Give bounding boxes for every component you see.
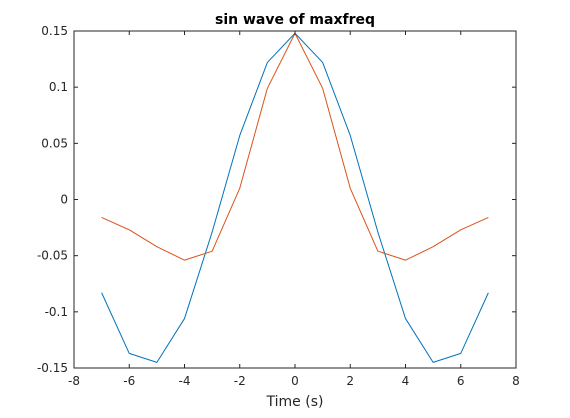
y-tick-label: 0.15 [41, 24, 68, 38]
x-axis-label: Time (s) [266, 394, 324, 410]
x-tick-label: 6 [457, 374, 465, 388]
y-tick-label: -0.1 [45, 305, 68, 319]
y-tick-label: -0.05 [37, 249, 68, 263]
x-tick-label: 4 [402, 374, 410, 388]
x-tick-label: 8 [512, 374, 520, 388]
y-tick-label: 0.1 [49, 80, 68, 94]
plot-area [74, 31, 516, 368]
x-tick-label: -6 [123, 374, 135, 388]
x-tick-label: -2 [234, 374, 246, 388]
x-tick-label: -8 [68, 374, 80, 388]
x-tick-label: 2 [346, 374, 354, 388]
x-tick-label: -4 [179, 374, 191, 388]
y-tick-label: -0.15 [37, 361, 68, 375]
chart-title: sin wave of maxfreq [215, 12, 375, 28]
x-tick-label: 0 [291, 374, 299, 388]
y-tick-label: 0 [60, 193, 68, 207]
y-tick-label: 0.05 [41, 136, 68, 150]
